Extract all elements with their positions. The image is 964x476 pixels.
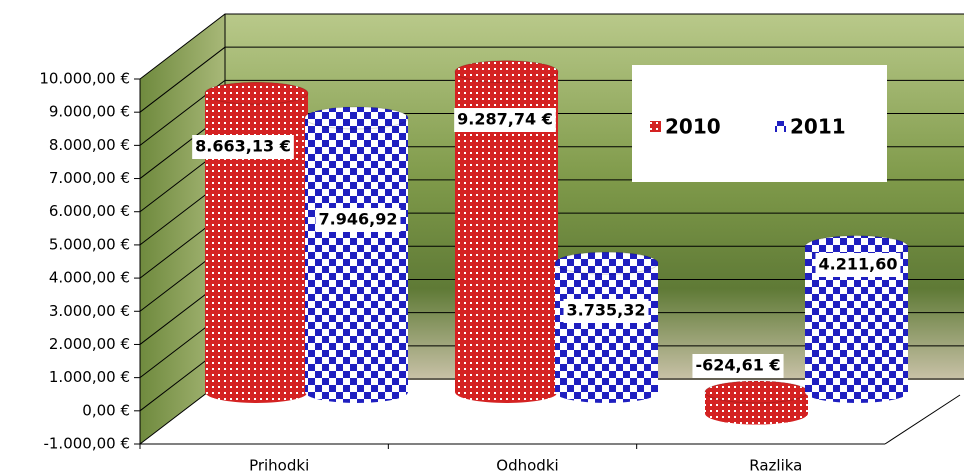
value-label: 9.287,74 € bbox=[457, 110, 553, 129]
y-tick-label: 7.000,00 € bbox=[49, 169, 130, 187]
floor-edge bbox=[884, 394, 961, 445]
legend-label: 2010 bbox=[665, 115, 721, 139]
y-tick-label: 5.000,00 € bbox=[49, 235, 130, 253]
value-label-bg bbox=[815, 253, 901, 277]
side-wall bbox=[140, 14, 225, 444]
value-label: 7.946,92 bbox=[319, 210, 398, 229]
x-tick-label: Razlika bbox=[749, 457, 802, 475]
cylinder-body bbox=[205, 82, 308, 403]
legend-box bbox=[632, 65, 887, 182]
cylinder-top bbox=[204, 81, 309, 105]
value-label: 8.663,13 € bbox=[195, 137, 291, 156]
value-label: -624,61 € bbox=[695, 356, 780, 375]
cylinder-body bbox=[305, 106, 408, 404]
y-tick-label: 4.000,00 € bbox=[49, 269, 130, 287]
value-label-bg bbox=[563, 299, 649, 323]
y-tick-label: 0,00 € bbox=[82, 401, 130, 419]
cylinder-body bbox=[555, 252, 658, 403]
cylinder-top bbox=[304, 106, 409, 130]
y-tick-label: 10.000,00 € bbox=[39, 70, 130, 88]
legend-swatch bbox=[650, 121, 661, 132]
cylinder-top bbox=[454, 60, 559, 84]
value-label-bg bbox=[454, 108, 556, 132]
cylinder-body bbox=[455, 60, 558, 404]
legend-swatch bbox=[775, 121, 786, 132]
value-label-bg bbox=[315, 208, 401, 232]
cylinder-top bbox=[554, 251, 659, 275]
y-tick-label: -1.000,00 € bbox=[43, 435, 130, 453]
cylinder-body bbox=[805, 235, 908, 403]
x-tick-label: Prihodki bbox=[249, 457, 309, 475]
y-tick-label: 3.000,00 € bbox=[49, 302, 130, 320]
y-tick-label: 1.000,00 € bbox=[49, 368, 130, 386]
y-tick-label: 8.000,00 € bbox=[49, 136, 130, 154]
value-label: 4.211,60 bbox=[819, 255, 898, 274]
value-label: 3.735,32 bbox=[567, 301, 646, 320]
value-label-bg bbox=[192, 135, 294, 159]
y-tick-label: 2.000,00 € bbox=[49, 335, 130, 353]
cylinder-top bbox=[704, 380, 809, 404]
x-tick-label: Odhodki bbox=[496, 457, 558, 475]
y-tick-label: 9.000,00 € bbox=[49, 103, 130, 121]
legend-label: 2011 bbox=[790, 115, 846, 139]
y-tick-label: 6.000,00 € bbox=[49, 202, 130, 220]
value-label-bg bbox=[692, 354, 784, 378]
